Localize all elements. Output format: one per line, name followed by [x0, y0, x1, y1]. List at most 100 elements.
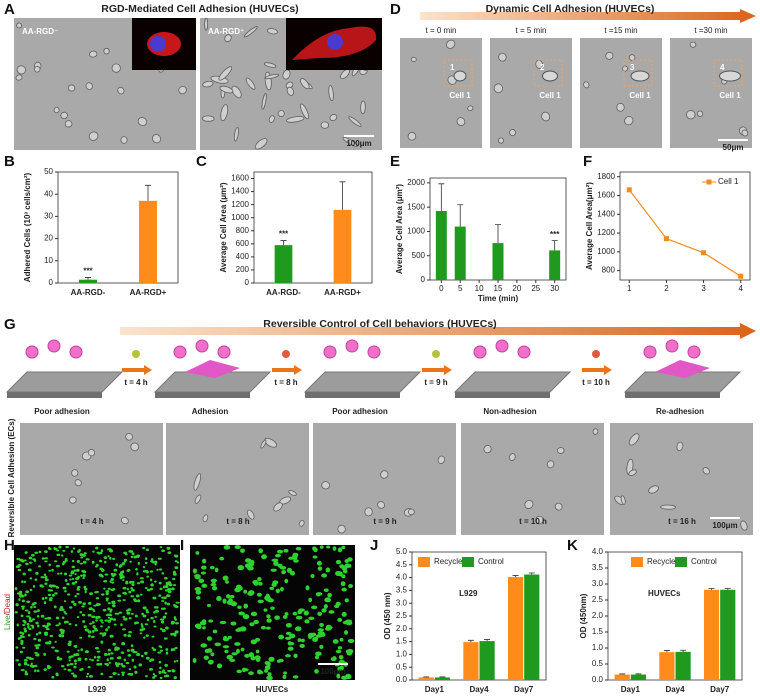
cell [216, 596, 222, 602]
cell [242, 668, 249, 672]
cell [67, 84, 76, 92]
cell [94, 646, 99, 650]
micrograph [166, 423, 309, 535]
cell [456, 117, 466, 126]
cell [140, 580, 145, 584]
cell [56, 553, 61, 557]
cell [104, 573, 109, 576]
cell [80, 648, 83, 652]
cell [117, 599, 122, 602]
cell [35, 571, 39, 575]
cell [266, 675, 273, 681]
y-tick-label: 600 [236, 239, 250, 248]
cell [33, 664, 38, 668]
cell [74, 479, 82, 487]
cell [172, 584, 177, 587]
cell [155, 606, 159, 609]
cell [58, 657, 63, 661]
cell [264, 665, 271, 671]
cell [122, 615, 126, 619]
error-bar [663, 650, 670, 653]
cell [81, 613, 86, 617]
cell [73, 569, 78, 572]
cell [109, 580, 112, 583]
cell [740, 520, 748, 531]
annotation: *** [279, 230, 289, 239]
cell [152, 619, 156, 623]
cell [219, 620, 227, 625]
cell [206, 636, 212, 641]
cell [71, 469, 79, 477]
panel-label: H [4, 537, 15, 554]
cell [195, 589, 202, 595]
cell [133, 555, 138, 559]
substrate [453, 371, 572, 393]
x-tick-label: AA-RGD- [266, 288, 301, 297]
cell [87, 666, 91, 669]
cell [68, 574, 73, 577]
cell [328, 610, 335, 614]
error-bar [85, 277, 91, 280]
cell [283, 548, 289, 553]
cell [56, 656, 60, 660]
cell [123, 558, 128, 562]
cell [170, 632, 174, 636]
cell [407, 132, 417, 141]
cell [195, 551, 200, 555]
cell [408, 508, 415, 516]
cell [66, 663, 70, 667]
cell [21, 580, 24, 584]
cell [73, 665, 77, 669]
cell [270, 606, 275, 610]
cell [243, 26, 258, 38]
cell [71, 577, 75, 581]
state-label: Non-adhesion [483, 407, 536, 416]
cell [166, 594, 170, 598]
plot-frame [619, 171, 751, 281]
cell [285, 622, 292, 628]
cell [95, 597, 100, 600]
cell [268, 115, 275, 123]
cell [166, 546, 171, 550]
cell [56, 572, 60, 575]
image-label: AA-RGD⁻ [22, 27, 58, 36]
x-tick-label: Day7 [514, 685, 534, 694]
cell [286, 567, 293, 573]
cell [150, 616, 154, 620]
cell [174, 647, 178, 650]
cell [126, 569, 130, 572]
cell [620, 495, 626, 505]
cell [167, 581, 172, 584]
cell [76, 559, 80, 563]
y-tick-label: 3.0 [396, 598, 408, 607]
cell [275, 588, 281, 594]
cell [99, 619, 104, 622]
cell [145, 548, 150, 552]
cell [253, 581, 259, 586]
cell [321, 608, 327, 613]
legend-swatch [631, 557, 643, 567]
cell [282, 615, 288, 619]
cell [168, 583, 173, 587]
cell [140, 654, 144, 658]
y-tick-label: 3.5 [592, 563, 604, 572]
particle [47, 339, 61, 353]
cell [123, 658, 127, 662]
cell [131, 588, 135, 592]
cell [43, 668, 47, 671]
cell [133, 650, 137, 654]
image-label: AA-RGD⁺ [208, 27, 244, 36]
particle [25, 345, 39, 359]
cell [140, 623, 143, 626]
cell [146, 575, 149, 578]
cell [110, 578, 115, 581]
cell [136, 555, 140, 558]
cell [335, 570, 342, 577]
cell [211, 578, 217, 584]
cell [99, 632, 104, 635]
cell [214, 567, 219, 573]
side-dead: Dead [3, 594, 12, 613]
cell [339, 637, 344, 642]
cell [583, 81, 590, 89]
cell [308, 597, 313, 603]
